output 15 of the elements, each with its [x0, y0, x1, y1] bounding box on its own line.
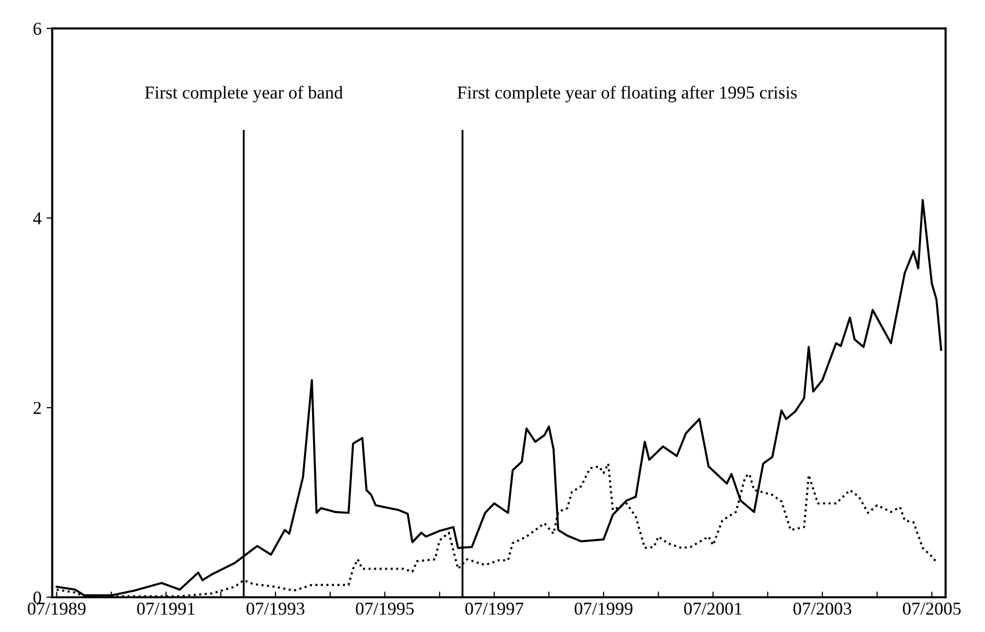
y-tick-label: 6 [34, 22, 42, 35]
y-tick-label: 0 [33, 591, 42, 604]
y-tick-label: 2 [34, 402, 41, 414]
x-tick-label: 07/1999 [574, 602, 632, 615]
x-tick-label: 07/2001 [684, 602, 742, 615]
x-tick-label: 07/2003 [793, 602, 852, 615]
x-tick-label: 07/1995 [356, 602, 414, 615]
ref-line-label: First complete year of floating after 1995 crisis [457, 86, 797, 102]
x-tick-label: 07/2005 [902, 602, 961, 615]
y-tick-label: 4 [33, 212, 42, 224]
x-tick-label: 07/1989 [28, 602, 86, 615]
x-tick-label: 07/1991 [137, 602, 195, 615]
x-tick-label: 07/1993 [246, 602, 304, 615]
ref-line-label: First complete year of band [144, 86, 343, 102]
x-tick-label: 07/1997 [465, 602, 524, 615]
